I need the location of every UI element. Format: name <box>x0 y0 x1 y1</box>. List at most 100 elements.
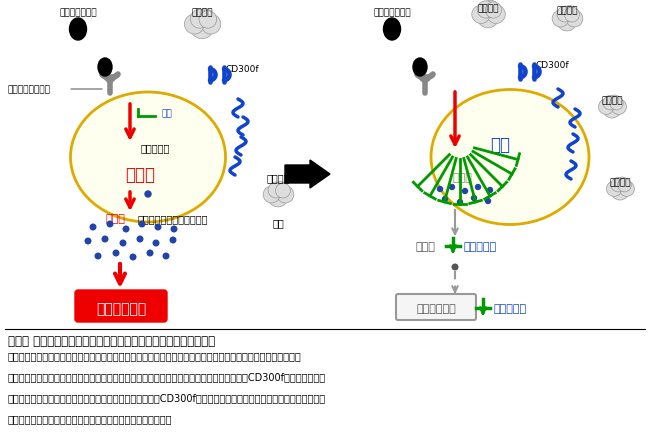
Circle shape <box>102 237 108 242</box>
Text: CD300f: CD300f <box>225 65 259 74</box>
Circle shape <box>477 7 499 29</box>
Circle shape <box>155 225 161 230</box>
Text: 合により抑えられます。セラミドの投与により免疫受容体CD300fの機能が促進され、マスト細胞の活性化が強く抑: 合により抑えられます。セラミドの投与により免疫受容体CD300fの機能が促進され… <box>8 392 326 402</box>
Circle shape <box>124 227 129 232</box>
Circle shape <box>488 188 493 193</box>
Text: 脱顆粒: 脱顆粒 <box>415 241 435 251</box>
Text: 活性化: 活性化 <box>452 173 472 183</box>
Text: 抑えられる: 抑えられる <box>463 241 496 251</box>
Circle shape <box>107 222 113 227</box>
Circle shape <box>477 2 495 19</box>
Circle shape <box>263 187 280 204</box>
Circle shape <box>458 200 463 205</box>
Circle shape <box>611 178 625 192</box>
Circle shape <box>277 187 294 204</box>
Text: カチオン性薬剤: カチオン性薬剤 <box>373 8 411 17</box>
Circle shape <box>450 185 454 190</box>
Circle shape <box>610 97 623 111</box>
Circle shape <box>562 7 577 22</box>
Circle shape <box>615 178 629 192</box>
Text: セラミド: セラミド <box>191 8 213 17</box>
Circle shape <box>196 10 215 28</box>
Text: セラミド: セラミド <box>556 6 578 15</box>
Circle shape <box>463 189 467 194</box>
Circle shape <box>618 179 631 192</box>
Text: 活性化: 活性化 <box>125 166 155 184</box>
Circle shape <box>611 183 629 201</box>
Circle shape <box>145 191 151 198</box>
Circle shape <box>139 222 145 227</box>
Text: 偽アレルギー: 偽アレルギー <box>416 303 456 313</box>
Circle shape <box>137 237 143 242</box>
Circle shape <box>437 187 443 192</box>
Text: 脱顆粒: 脱顆粒 <box>105 213 125 223</box>
Circle shape <box>199 11 216 29</box>
Circle shape <box>565 8 579 23</box>
Text: セラミド: セラミド <box>477 4 499 13</box>
Ellipse shape <box>431 90 589 225</box>
Circle shape <box>476 185 480 190</box>
Text: 図３： 本研究で明らかになった偽アレルギーを抑えるメカニズム: 図３： 本研究で明らかになった偽アレルギーを抑えるメカニズム <box>8 334 215 347</box>
Circle shape <box>487 6 505 25</box>
Circle shape <box>90 225 96 230</box>
Circle shape <box>120 240 126 246</box>
Text: 投与: 投与 <box>272 218 284 227</box>
Circle shape <box>443 197 447 202</box>
Circle shape <box>163 254 169 259</box>
Text: マスト細胞受容体: マスト細胞受容体 <box>8 85 51 94</box>
Ellipse shape <box>384 19 400 41</box>
Text: 偽アレルギー: 偽アレルギー <box>96 301 146 315</box>
Circle shape <box>147 251 153 256</box>
Circle shape <box>452 265 458 270</box>
Circle shape <box>603 101 621 119</box>
Ellipse shape <box>98 59 112 77</box>
Circle shape <box>606 182 622 197</box>
Text: セラミド: セラミド <box>601 96 623 105</box>
Circle shape <box>603 96 618 111</box>
Text: マスト細胞: マスト細胞 <box>140 143 170 153</box>
Circle shape <box>113 251 119 256</box>
Circle shape <box>472 6 490 25</box>
Circle shape <box>272 182 289 198</box>
Text: るヒスタミンは偽アレルギー反応を引き起こします。この反応は生体内において免疫受容体CD300fとセラミドの結: るヒスタミンは偽アレルギー反応を引き起こします。この反応は生体内において免疫受容… <box>8 371 326 381</box>
Text: 抑制: 抑制 <box>490 136 510 154</box>
Circle shape <box>276 184 291 198</box>
Circle shape <box>607 96 621 110</box>
Circle shape <box>482 1 499 18</box>
Circle shape <box>153 240 159 246</box>
Circle shape <box>171 227 177 232</box>
Text: 抑制: 抑制 <box>162 109 173 118</box>
Circle shape <box>268 187 288 208</box>
FancyBboxPatch shape <box>396 294 476 320</box>
FancyArrow shape <box>285 161 330 189</box>
Ellipse shape <box>70 93 226 223</box>
Circle shape <box>486 3 502 19</box>
Text: 抑えられる: 抑えられる <box>493 303 526 313</box>
Circle shape <box>471 196 476 201</box>
Text: セラミド: セラミド <box>266 173 290 183</box>
Text: CD300f: CD300f <box>535 61 569 71</box>
Text: カチオン性薬剤はマスト細胞の受容体に直接作用してマスト細胞を活性化して脱顆粒させます。即時に放出され: カチオン性薬剤はマスト細胞の受容体に直接作用してマスト細胞を活性化して脱顆粒させ… <box>8 350 302 360</box>
Circle shape <box>599 100 614 115</box>
Text: セラミド: セラミド <box>609 177 630 187</box>
Circle shape <box>130 254 136 260</box>
Circle shape <box>486 199 491 204</box>
Circle shape <box>201 15 221 35</box>
Circle shape <box>185 15 204 35</box>
Text: カチオン性薬剤: カチオン性薬剤 <box>59 8 97 17</box>
Circle shape <box>557 12 577 32</box>
Ellipse shape <box>70 19 86 41</box>
Circle shape <box>557 7 573 23</box>
Circle shape <box>268 183 284 198</box>
Circle shape <box>611 100 627 115</box>
Circle shape <box>552 11 569 28</box>
Circle shape <box>85 239 91 244</box>
Circle shape <box>190 16 214 39</box>
Circle shape <box>190 11 209 29</box>
Text: （ヒスタミンなどの放出）: （ヒスタミンなどの放出） <box>138 213 209 223</box>
Circle shape <box>619 182 634 197</box>
Circle shape <box>566 11 583 28</box>
Text: 制されることで、偽アレルギー反応を抑えることができます。: 制されることで、偽アレルギー反応を抑えることができます。 <box>8 413 172 423</box>
FancyBboxPatch shape <box>75 290 167 322</box>
Circle shape <box>170 238 176 243</box>
